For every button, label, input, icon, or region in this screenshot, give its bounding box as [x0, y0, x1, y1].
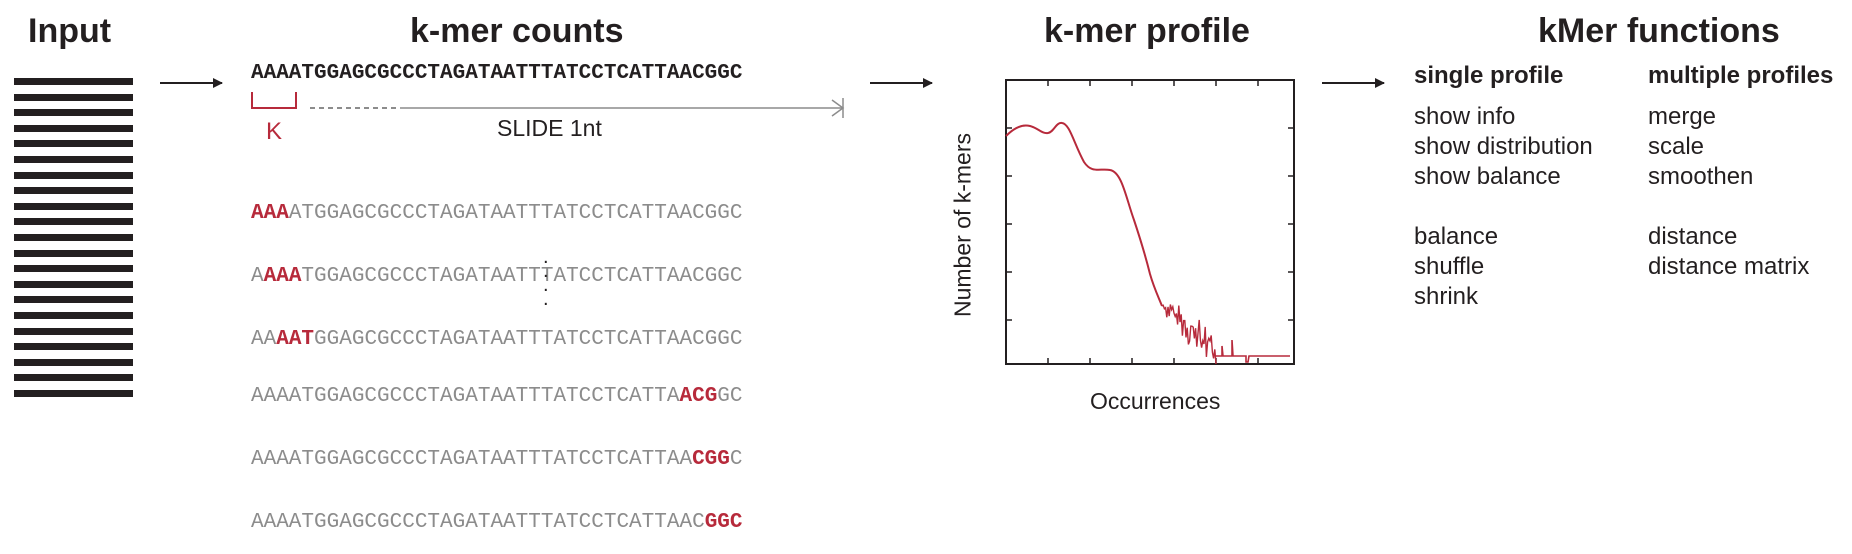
slide-label: SLIDE 1nt	[497, 115, 602, 141]
profile-curve	[1005, 121, 1163, 307]
read-bar	[14, 311, 133, 319]
read-bar	[14, 218, 133, 226]
multiple-group-2: distance distance matrix	[1648, 222, 1809, 282]
kmer-profile-heading: k-mer profile	[1044, 12, 1250, 50]
windows-bottom: AAAATGGAGCGCCCTAGATAATTTATCCTCATTAACGGC …	[251, 344, 743, 554]
single-group-2: balance shuffle shrink	[1414, 222, 1498, 312]
read-bar	[14, 124, 133, 132]
ticks	[1006, 80, 1294, 364]
read-bar	[14, 155, 133, 163]
read-bar	[14, 233, 133, 241]
function-item: show distribution	[1414, 133, 1593, 160]
read-bar	[14, 296, 133, 304]
input-reads-stack	[14, 78, 133, 405]
function-item: show info	[1414, 103, 1516, 130]
read-bar	[14, 265, 133, 273]
function-item: shrink	[1414, 283, 1479, 310]
kmer-window-row: AAAATGGAGCGCCCTAGATAATTTATCCTCATTAACGGC	[251, 511, 743, 534]
input-heading: Input	[28, 12, 112, 50]
read-bar	[14, 327, 133, 335]
single-group-1: show info show distribution show balance	[1414, 102, 1593, 192]
read-bar	[14, 202, 133, 210]
read-bar	[14, 389, 133, 397]
read-bar	[14, 187, 133, 195]
read-bar	[14, 171, 133, 179]
kmer-window-row: AAAATGGAGCGCCCTAGATAATTTATCCTCATTAACGGC	[251, 328, 743, 351]
profile-series	[1005, 121, 1290, 365]
read-bar	[14, 374, 133, 382]
function-item: scale	[1648, 133, 1705, 160]
x-axis-label: Occurrences	[1090, 388, 1221, 414]
kmer-window-row: AAAATGGAGCGCCCTAGATAATTTATCCTCATTAACGGC	[251, 448, 743, 471]
function-item: smoothen	[1648, 163, 1754, 190]
k-label: K	[266, 118, 283, 145]
connector-arrows	[160, 78, 1385, 118]
read-bar	[14, 358, 133, 366]
read-bar	[14, 280, 133, 288]
windows-top: AAAATGGAGCGCCCTAGATAATTTATCCTCATTAACGGC …	[251, 161, 743, 371]
function-item: balance	[1414, 223, 1499, 250]
function-item: shuffle	[1414, 253, 1485, 280]
kmer-window-row: AAAATGGAGCGCCCTAGATAATTTATCCTCATTAACGGC	[251, 202, 743, 225]
kmer-counts-heading: k-mer counts	[410, 12, 624, 50]
kmer-window-row: AAAATGGAGCGCCCTAGATAATTTATCCTCATTAACGGC	[251, 265, 743, 288]
read-bar	[14, 109, 133, 117]
y-axis-label: Number of k-mers	[949, 132, 976, 318]
profile-baseline	[1215, 339, 1290, 363]
ellipsis-dots: . . . .	[543, 246, 549, 310]
read-bar	[14, 93, 133, 101]
reference-sequence: AAAATGGAGCGCCCTAGATAATTTATCCTCATTAACGGC	[251, 62, 743, 85]
function-item: distance matrix	[1648, 253, 1810, 280]
function-item: distance	[1648, 223, 1738, 250]
kmer-window-row: AAAATGGAGCGCCCTAGATAATTTATCCTCATTAACGGC	[251, 385, 743, 408]
multiple-profiles-header: multiple profiles	[1648, 62, 1834, 89]
multiple-group-1: merge scale smoothen	[1648, 102, 1753, 192]
profile-tail	[1161, 304, 1217, 365]
read-bar	[14, 78, 133, 85]
single-profile-header: single profile	[1414, 62, 1564, 89]
function-item: show balance	[1414, 163, 1561, 190]
kmer-functions-heading: kMer functions	[1538, 12, 1780, 50]
k-bracket	[251, 92, 297, 109]
read-bar	[14, 343, 133, 351]
function-item: merge	[1648, 103, 1717, 130]
read-bar	[14, 140, 133, 148]
read-bar	[14, 249, 133, 257]
plot-frame	[1005, 79, 1295, 365]
profile-chart	[1005, 79, 1295, 365]
